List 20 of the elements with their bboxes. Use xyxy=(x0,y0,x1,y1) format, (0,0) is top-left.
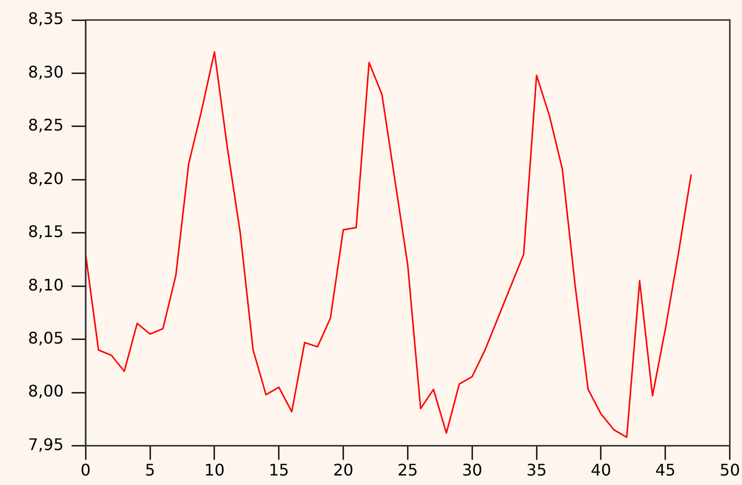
x-tick-label: 40 xyxy=(590,460,612,480)
x-tick-label: 25 xyxy=(398,460,418,480)
y-tick-label: 7,95 xyxy=(28,434,64,454)
y-tick-label: 8,15 xyxy=(28,222,64,242)
y-tick-label: 8,10 xyxy=(28,275,64,294)
y-tick-label: 8,05 xyxy=(28,328,64,348)
x-tick-label: 20 xyxy=(333,460,354,480)
x-tick-label: 15 xyxy=(268,460,290,480)
x-tick-label: 10 xyxy=(204,460,225,480)
y-tick-label: 8,00 xyxy=(28,382,64,401)
x-tick-label: 30 xyxy=(462,460,482,480)
x-tick-label: 45 xyxy=(655,460,676,480)
y-tick-label: 8,30 xyxy=(28,62,64,82)
y-tick-label: 8,25 xyxy=(28,116,64,135)
y-tick-label: 8,20 xyxy=(28,168,64,188)
y-tick-label: 8,35 xyxy=(28,9,64,28)
x-tick-label: 5 xyxy=(144,460,156,480)
x-tick-label: 0 xyxy=(80,460,91,480)
x-tick-label: 35 xyxy=(526,460,547,480)
x-tick-label: 50 xyxy=(720,460,740,480)
